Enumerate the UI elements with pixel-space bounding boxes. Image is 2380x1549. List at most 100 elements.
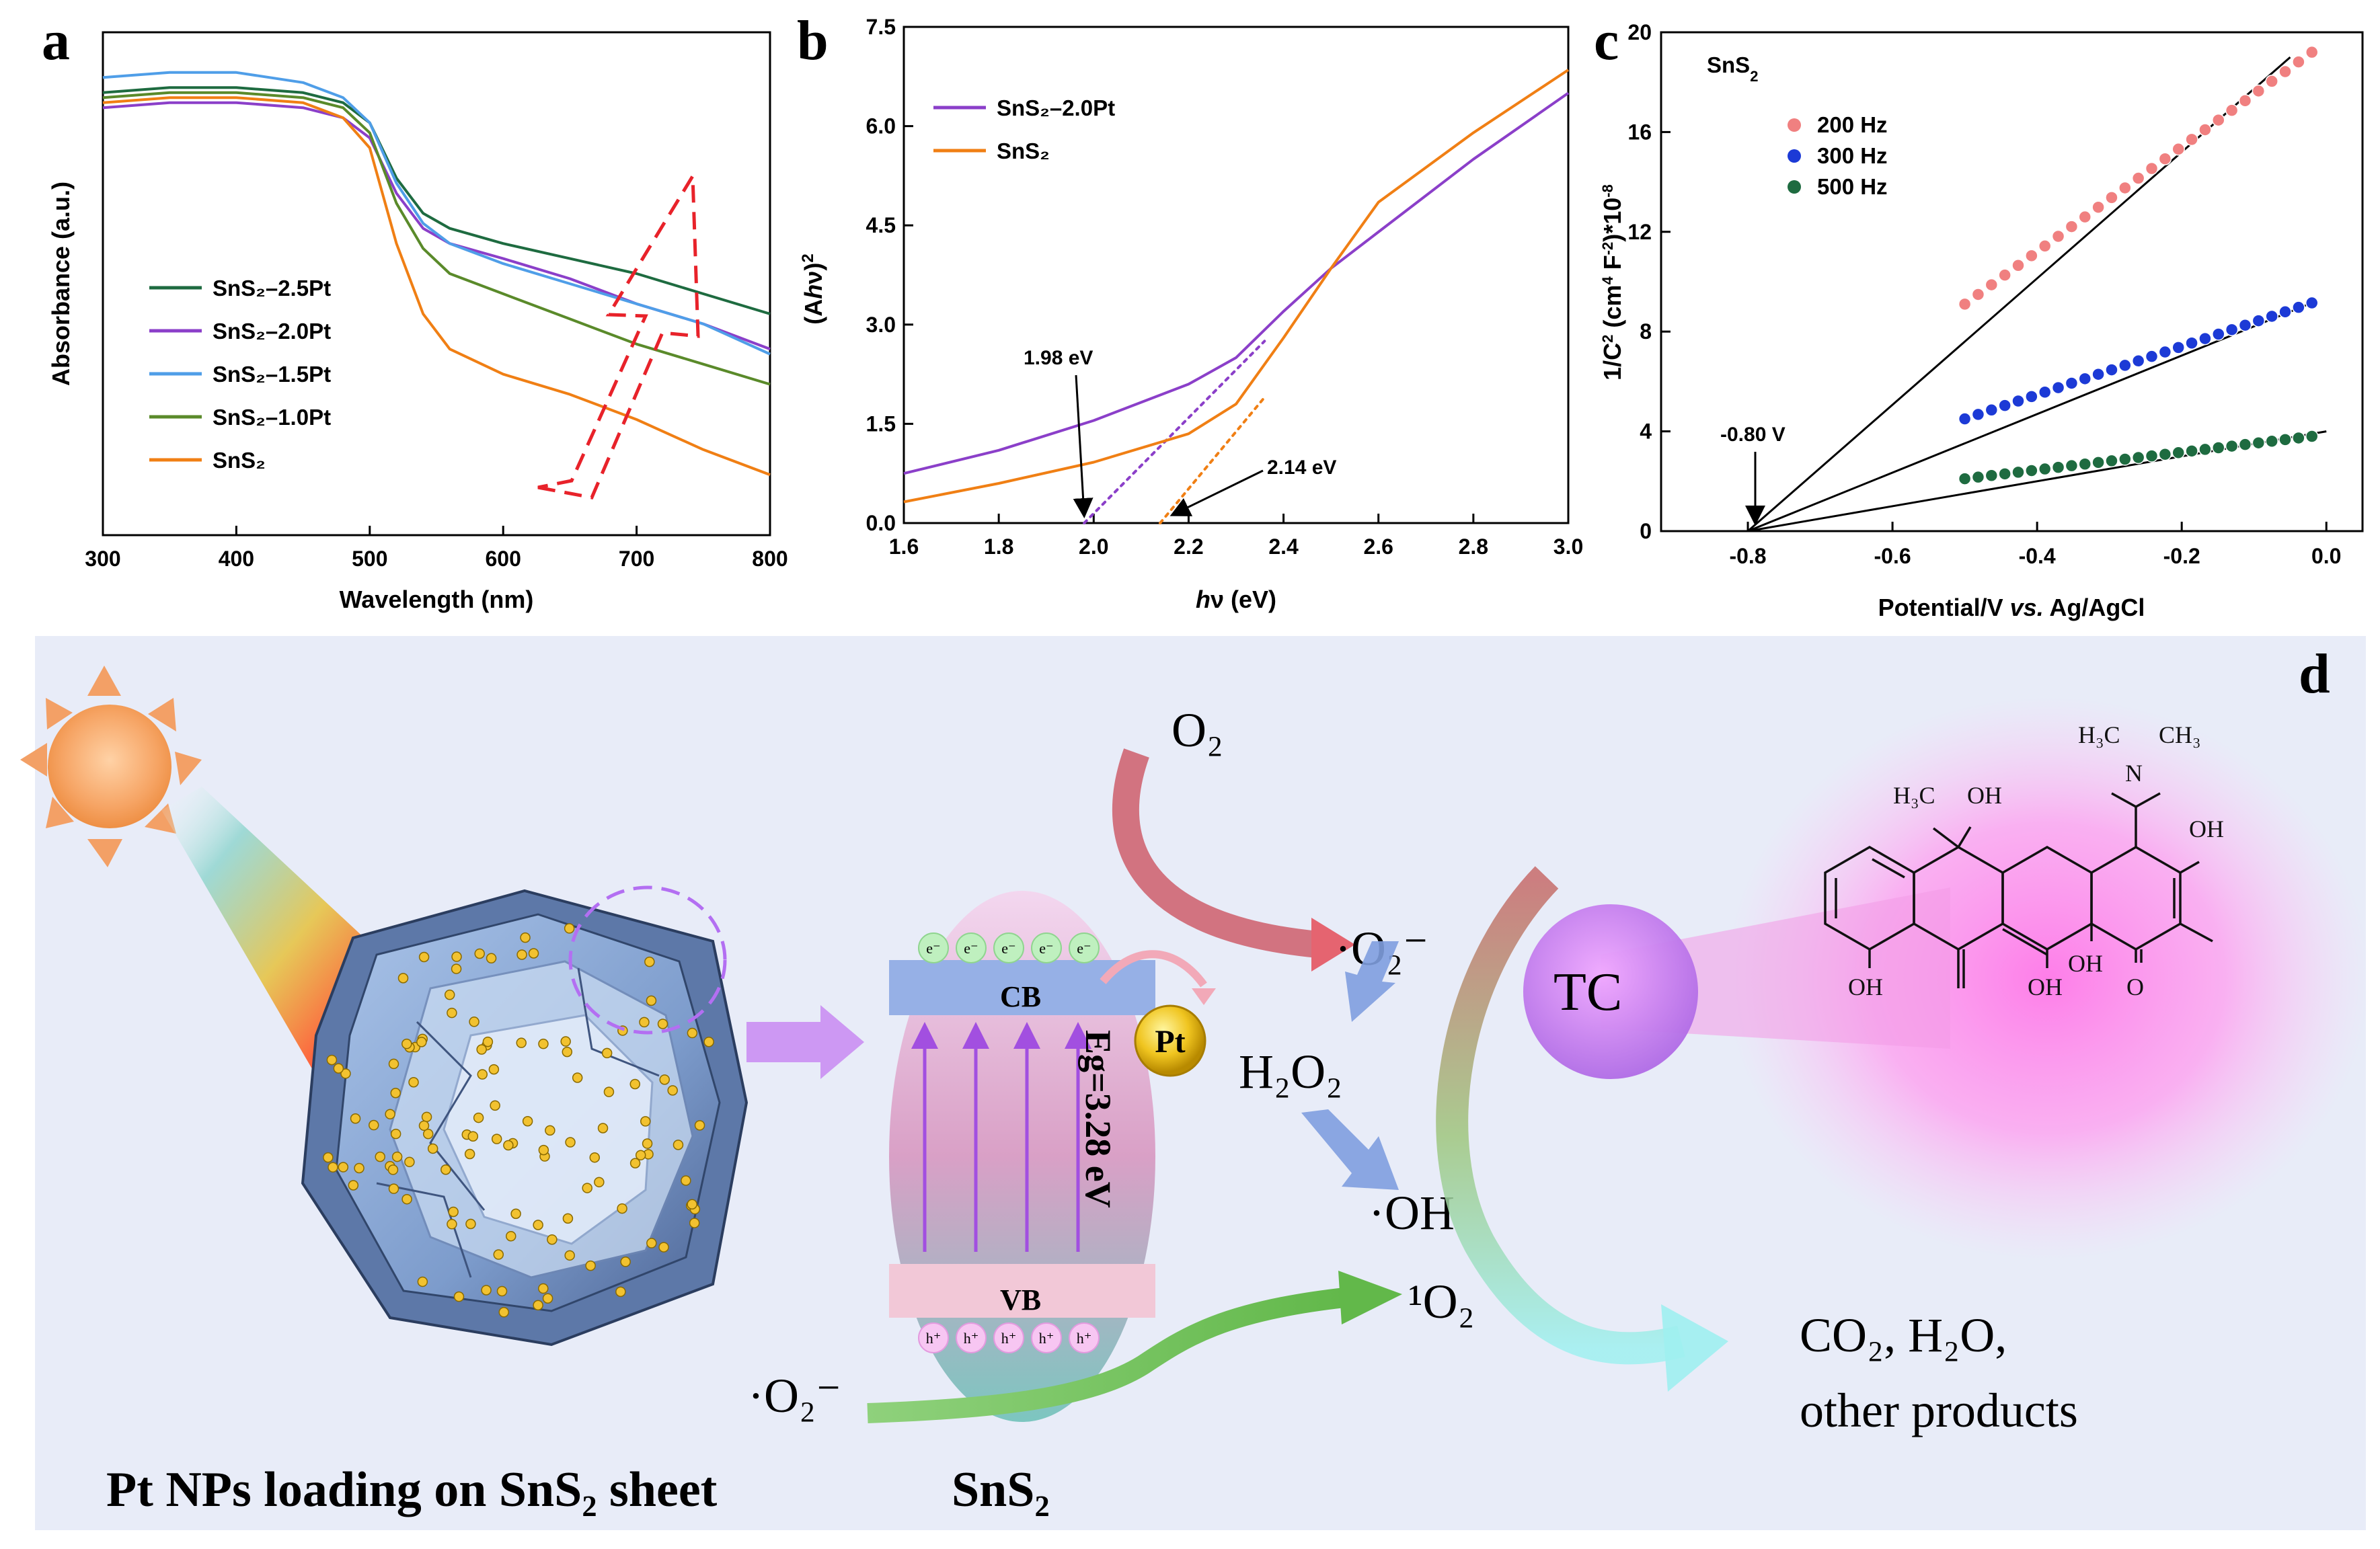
tetracycline-structure: [1824, 792, 2213, 988]
pt-dot: [338, 1162, 349, 1173]
pt-dot: [388, 1058, 399, 1070]
axes-c: -0.8 -0.6 -0.4 -0.2 0.0 0 4 8 12 16 20: [1627, 20, 2341, 568]
x-tick-label-c: -0.8: [1729, 544, 1766, 568]
pt-dot: [547, 1234, 558, 1245]
pt-dot: [440, 1164, 451, 1175]
data-point-c: [2145, 350, 2159, 363]
pt-dot: [418, 951, 430, 963]
caption-right: SnS₂: [952, 1462, 1050, 1517]
data-point-c: [2225, 439, 2239, 453]
pt-dot: [644, 956, 655, 967]
x-tick-label-c: -0.6: [1874, 544, 1911, 568]
x-tick-label-a: 800: [752, 547, 788, 571]
pt-dot: [594, 1177, 605, 1188]
mol-o: O: [2126, 974, 2144, 1000]
y-tick-label-c: 16: [1627, 120, 1652, 144]
singlet-oxygen-arrow-head: [1338, 1271, 1402, 1324]
plot-frame-c: [1660, 31, 2364, 532]
excitation-arrows: [911, 1022, 1091, 1252]
x-tick-label-b: 2.6: [1363, 534, 1393, 559]
x-tick-label-c: 0.0: [2311, 544, 2341, 568]
pt-dot: [476, 1044, 487, 1055]
data-point-c: [2305, 296, 2319, 310]
pt-dot: [391, 1151, 403, 1162]
pt-dot: [385, 1109, 395, 1119]
electron-label: e⁻: [964, 940, 978, 957]
pt-dot: [601, 1047, 613, 1059]
legend-label-a: SnS₂: [213, 448, 266, 473]
pt-dot: [545, 1125, 555, 1136]
mol-ch3-n: CH₃: [2159, 721, 2201, 748]
legend-c: 200 Hz 300 Hz 500 Hz: [1788, 112, 1888, 199]
bandgap-label-sns2: 2.14 eV: [1267, 456, 1336, 479]
panel-label-a: a: [42, 9, 70, 72]
data-point-c: [2065, 459, 2079, 473]
pt-dot: [533, 1220, 543, 1230]
pt-dot: [589, 1152, 601, 1163]
o2-reduction-arrow: [1112, 748, 1319, 958]
pt-dot: [572, 1072, 583, 1083]
trend-arrow: [537, 170, 700, 500]
y-axis-title-b: (Ahν)2: [799, 253, 828, 324]
sns2-band-oval: CB VB e⁻ e⁻ e⁻ e⁻ e⁻ h⁺ h⁺ h⁺ h⁺ h⁺ Eg=3.28 eV: [889, 891, 1155, 1422]
data-point-c: [2025, 249, 2038, 263]
mol-h3c-n: H₃C: [2078, 721, 2120, 748]
degradation-arc-arrow: [1436, 866, 1685, 1365]
data-point-c: [2158, 345, 2172, 359]
electrons: e⁻ e⁻ e⁻ e⁻ e⁻: [918, 932, 1100, 963]
data-point-c: [2011, 394, 2025, 408]
pt-dot: [387, 1164, 399, 1175]
data-point-c: [2225, 104, 2239, 117]
pt-dot: [582, 1183, 592, 1193]
pt-dot: [418, 1120, 430, 1131]
data-point-c: [2292, 55, 2305, 69]
h2o2-to-oh-arrow: [1301, 1109, 1399, 1190]
pt-dot: [388, 1183, 399, 1194]
x-tick-label-b: 2.0: [1079, 534, 1108, 559]
mol-n: N: [2125, 760, 2143, 787]
bandgap-label: Eg=3.28 eV: [1078, 1030, 1118, 1208]
holes: h⁺ h⁺ h⁺ h⁺ h⁺: [918, 1322, 1100, 1353]
legend-b: SnS₂–2.0Pt SnS₂: [933, 95, 1115, 163]
data-point-c: [2278, 65, 2292, 79]
hole-dot: [1069, 1322, 1100, 1353]
pt-label: Pt: [1155, 1024, 1185, 1060]
data-point-c: [2278, 305, 2292, 319]
pt-dot: [451, 963, 462, 974]
legend-label-b: SnS₂: [997, 138, 1050, 163]
data-point-c: [2305, 430, 2319, 443]
data-point-c: [2065, 220, 2079, 233]
legend-a: SnS₂–2.5Pt SnS₂–2.0Pt SnS₂–1.5Pt SnS₂–1.0Pt…: [149, 276, 331, 473]
pt-dot: [447, 1007, 457, 1019]
pt-dot: [417, 1276, 428, 1287]
pt-dot: [323, 1152, 334, 1163]
pt-dot: [340, 1068, 351, 1079]
data-point-c: [1998, 467, 2011, 481]
pt-dot: [474, 948, 485, 959]
mol-oh-right: OH: [2189, 816, 2224, 842]
pt-dot: [397, 973, 409, 984]
y-tick-label-c: 4: [1640, 420, 1652, 444]
pt-dot: [658, 1242, 669, 1253]
x-axis-a: 300 400 500 600 700 800: [85, 526, 788, 571]
data-point-c: [2212, 113, 2225, 127]
pt-dot: [640, 1116, 651, 1127]
hydroxyl-label: ·OH: [1369, 1186, 1455, 1240]
pt-dot: [416, 1037, 427, 1047]
panel-label-d: d: [2299, 643, 2330, 705]
data-point-c: [2172, 341, 2185, 354]
caption-left: Pt NPs loading on SnS₂ sheet: [106, 1462, 718, 1517]
legend-marker-c: [1788, 118, 1801, 132]
data-point-c: [1985, 278, 1999, 292]
pt-dot: [642, 1138, 653, 1149]
pt-dot: [491, 1134, 502, 1144]
data-point-c: [2145, 449, 2159, 463]
pt-dot: [615, 1286, 626, 1298]
bandgap-arrow-pt: [1073, 374, 1093, 518]
hole-dot: [993, 1322, 1024, 1353]
data-point-c: [2252, 436, 2266, 450]
data-point-c: [2118, 181, 2132, 195]
data-point-c: [2078, 372, 2092, 386]
pt-dot: [629, 1158, 641, 1168]
data-point-c: [2145, 161, 2159, 175]
